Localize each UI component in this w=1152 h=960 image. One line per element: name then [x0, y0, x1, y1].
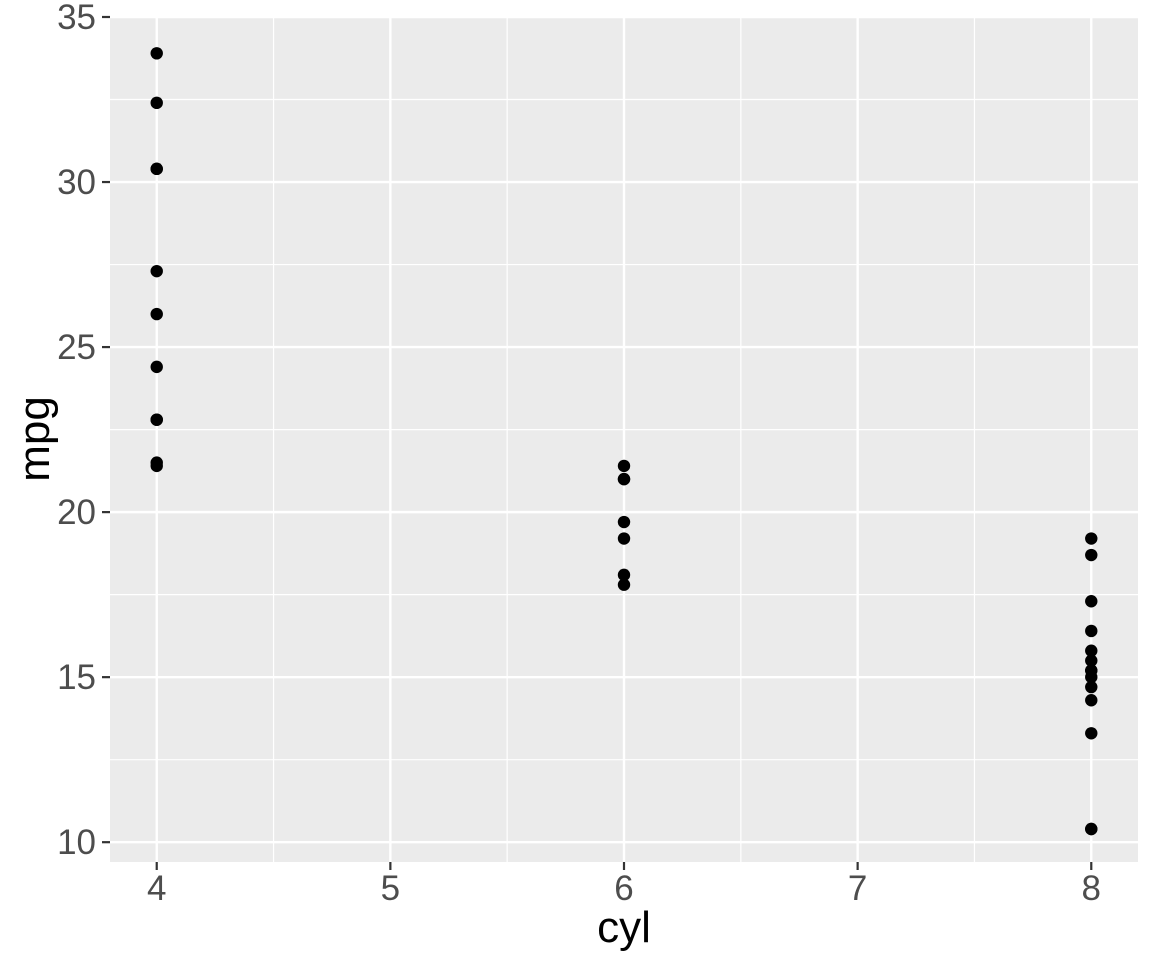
y-axis: 10 15 20 25 30 35	[57, 0, 110, 862]
data-point	[1085, 694, 1098, 707]
x-tick-label: 5	[381, 869, 400, 908]
data-point	[1085, 624, 1098, 638]
y-tick-label: 20	[57, 493, 96, 532]
x-tick-label: 6	[614, 869, 633, 908]
data-point	[150, 360, 163, 374]
major-grid	[110, 15, 1138, 862]
data-point	[1085, 680, 1098, 694]
data-point	[150, 413, 163, 426]
data-point	[617, 532, 631, 545]
data-point	[617, 578, 631, 591]
y-tick-label: 25	[57, 328, 96, 367]
data-point	[1085, 532, 1098, 545]
data-point	[150, 162, 163, 176]
data-point	[1085, 654, 1098, 667]
y-axis-title: mpg	[10, 396, 59, 482]
x-tick-label: 8	[1082, 869, 1101, 908]
data-point	[617, 472, 631, 486]
data-point	[150, 307, 163, 321]
x-axis-title: cyl	[597, 903, 651, 952]
x-tick-label: 7	[848, 869, 867, 908]
y-tick-label: 10	[57, 823, 96, 862]
data-point	[617, 459, 631, 473]
x-tick-label: 4	[147, 869, 166, 908]
y-tick-label: 15	[57, 658, 96, 697]
data-point	[150, 96, 163, 110]
y-tick-label: 30	[57, 163, 96, 202]
x-axis: 4 5 6 7 8	[147, 862, 1101, 908]
data-point	[1085, 822, 1098, 836]
data-point	[1085, 595, 1098, 608]
data-point	[150, 47, 163, 60]
data-point	[1085, 727, 1098, 740]
data-point	[150, 264, 163, 278]
data-point	[617, 515, 631, 529]
y-tick-label: 35	[57, 0, 96, 37]
data-point	[1085, 644, 1098, 657]
data-points	[150, 47, 1098, 836]
data-point	[150, 459, 163, 473]
data-point	[1085, 670, 1098, 684]
data-point	[617, 568, 631, 582]
data-point	[1085, 548, 1098, 562]
